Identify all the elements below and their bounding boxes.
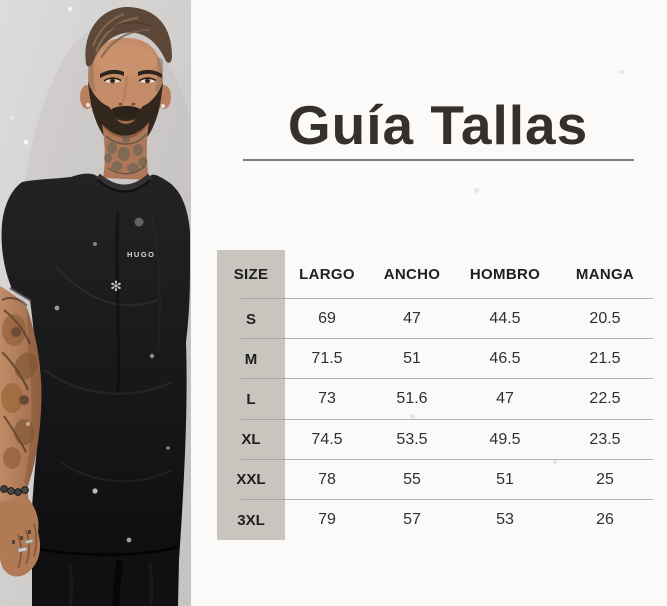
sparkle-dot — [410, 414, 415, 419]
neck-tattoos — [102, 122, 149, 180]
shorts — [32, 549, 178, 606]
table-row-s: S 69 47 44.5 20.5 — [217, 299, 655, 340]
model-hand — [0, 498, 41, 577]
cell-largo: 73 — [318, 390, 336, 408]
cell-manga: 23.5 — [589, 430, 621, 448]
cell-largo: 71.5 — [311, 350, 343, 368]
cell-ancho: 55 — [403, 470, 421, 488]
cell-largo: 69 — [318, 310, 336, 328]
sparkle-dot — [620, 70, 624, 74]
size-label: L — [246, 390, 256, 408]
model-figure: HUGO ✻ — [0, 7, 191, 606]
cell-ancho: 51 — [403, 350, 421, 368]
size-label: XXL — [236, 471, 266, 489]
col-header-largo: LARGO — [299, 266, 355, 283]
title-divider — [243, 159, 634, 161]
col-header-size: SIZE — [233, 266, 269, 283]
cell-hombro: 47 — [496, 390, 514, 408]
tshirt-collar — [96, 173, 153, 191]
col-header-ancho: ANCHO — [383, 266, 441, 283]
size-label: M — [244, 350, 258, 368]
page-title: Guía Tallas — [287, 94, 589, 156]
cell-hombro: 53 — [496, 511, 514, 529]
cell-ancho: 51.6 — [396, 390, 428, 408]
tattoo-sleeve-arm — [0, 286, 42, 577]
model-eyes — [100, 69, 162, 84]
sparkle-dots — [10, 7, 170, 543]
cell-manga: 25 — [596, 470, 614, 488]
table-row-3xl: 3XL 79 57 53 26 — [217, 500, 655, 540]
cell-largo: 78 — [318, 470, 336, 488]
cell-ancho: 57 — [403, 511, 421, 529]
cell-hombro: 46.5 — [489, 350, 521, 368]
table-row-xxl: XXL 78 55 51 25 — [217, 460, 655, 501]
cell-ancho: 53.5 — [396, 430, 428, 448]
hugo-logo-text: HUGO — [127, 250, 156, 259]
sparkle-dot — [474, 188, 479, 193]
beaded-bracelet — [0, 485, 29, 496]
cell-ancho: 47 — [403, 310, 421, 328]
snowflake-mark: ✻ — [110, 278, 122, 294]
size-table: SIZE LARGO ANCHO HOMBRO MANGA S 69 47 44… — [217, 250, 655, 540]
table-row-l: L 73 51.6 47 22.5 — [217, 379, 655, 420]
size-label: 3XL — [237, 511, 265, 529]
table-row-m: M 71.5 51 46.5 21.5 — [217, 339, 655, 380]
cell-hombro: 49.5 — [489, 430, 521, 448]
model-hair — [85, 7, 172, 67]
tshirt: HUGO ✻ — [1, 173, 191, 606]
model-photo-illustration: HUGO ✻ — [0, 0, 191, 606]
sparkle-dot — [553, 460, 557, 464]
model-photo: HUGO ✻ — [0, 0, 191, 606]
col-header-hombro: HOMBRO — [469, 266, 541, 283]
cell-manga: 21.5 — [589, 350, 621, 368]
cell-manga: 20.5 — [589, 310, 621, 328]
cell-largo: 74.5 — [311, 430, 343, 448]
cell-manga: 22.5 — [589, 390, 621, 408]
cell-largo: 79 — [318, 511, 336, 529]
col-header-manga: MANGA — [575, 266, 635, 283]
cell-hombro: 44.5 — [489, 310, 521, 328]
table-header-row: SIZE LARGO ANCHO HOMBRO MANGA — [217, 250, 655, 299]
size-label: S — [245, 310, 256, 328]
size-label: XL — [241, 431, 261, 449]
table-row-xl: XL 74.5 53.5 49.5 23.5 — [217, 420, 655, 460]
cell-hombro: 51 — [496, 470, 514, 488]
cell-manga: 26 — [596, 511, 614, 529]
